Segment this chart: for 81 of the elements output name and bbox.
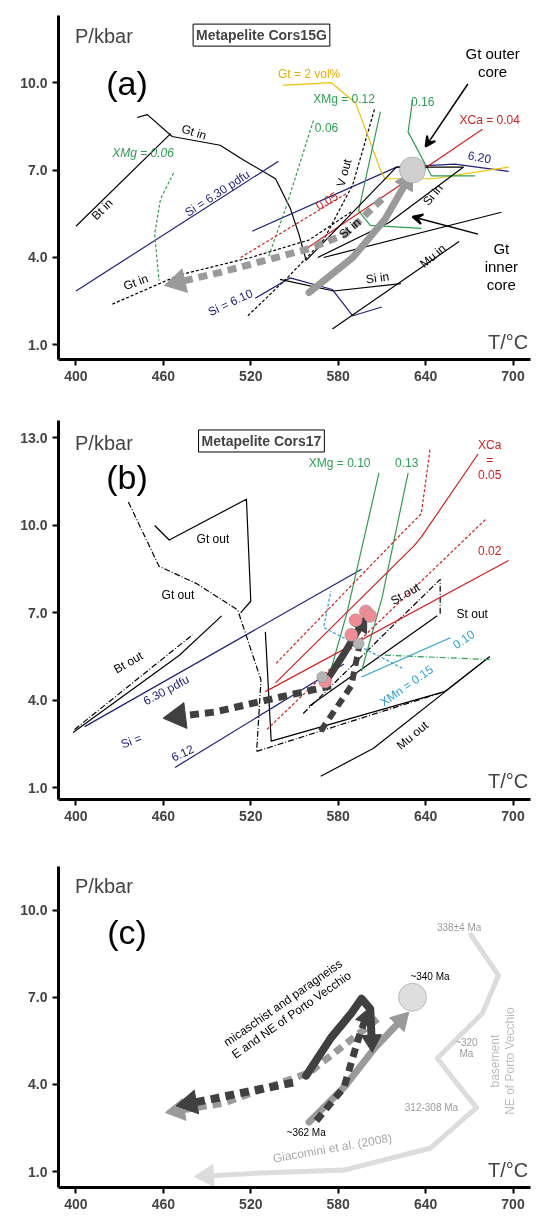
x-tick-label: 520 [239,1195,263,1212]
x-tick-label: 400 [64,1195,88,1212]
y-tick-label: 1.0 [28,779,48,796]
annotation: 338±4 Ma [436,922,482,933]
annotation: Gt out [196,531,230,546]
y-tick-label: 10.0 [20,74,48,91]
x-tick-label: 640 [413,367,438,384]
y-axis-title: P/kbar [75,874,134,897]
x-tick-label: 700 [501,367,525,384]
annotation: 6.20 [466,148,493,167]
annotation: Mu in [417,241,449,271]
annotation: St out [388,579,423,608]
annotation: ~362 Ma [286,1126,327,1138]
x-axis-title: T/°C [487,330,529,353]
annotation: Gt in [121,271,151,294]
text: Metapelite Cors17 [201,432,322,449]
annotation: basement NE of Porto Vecchio [488,1007,518,1115]
annotation: XMg = 0.10 [308,455,371,470]
y-tick-label: 7.0 [28,604,48,621]
x-axis-title: T/°C [487,1159,529,1182]
annotation: (a) [106,63,148,102]
annotation: Gt = 2 vol% [277,66,341,81]
x-tick-label: 460 [151,1195,176,1212]
annotation: (b) [106,458,148,497]
annotation: Si in [365,269,391,287]
annotation: Si in [420,181,446,209]
y-tick-label: 4.0 [28,692,48,709]
y-tick-label: 4.0 [28,249,48,266]
annotation: St out [456,607,489,622]
annotation: 0.10 [450,626,478,652]
y-tick-label: 4.0 [28,1076,48,1093]
annotation: Gt outer core [465,44,520,80]
annotation: XMg = 0.06 [111,145,175,160]
annotation: ~320 Ma [455,1036,479,1060]
annotation: St in [336,215,364,242]
annotation: 0.06 [314,121,339,136]
y-tick-label: 13.0 [20,429,48,446]
x-tick-label: 520 [239,367,263,384]
x-tick-label: 460 [151,367,176,384]
x-tick-label: 640 [413,807,438,824]
annotation: XCa = 0.05 [478,438,502,482]
annotation: Gt out [161,588,195,603]
annotation: Si = 6.10 [205,286,256,320]
x-axis-title: T/°C [487,769,529,792]
x-tick-label: 580 [326,807,351,824]
annotation: Gt in [179,121,209,143]
y-tick-label: 7.0 [28,162,48,179]
y-tick-label: 1.0 [28,1163,48,1180]
y-axis-title: P/kbar [75,25,134,48]
x-tick-label: 400 [64,367,88,384]
annotation: Gt inner core [484,239,519,293]
annotation: (c) [107,912,147,951]
annotation: 0.13 [395,456,419,471]
x-tick-label: 700 [501,1195,525,1212]
annotation: ~340 Ma [410,971,451,983]
x-tick-label: 700 [501,807,525,824]
x-tick-label: 580 [326,1195,351,1212]
annotation: Bt in [88,195,116,223]
annotation: 6.12 [169,741,197,765]
y-axis-title: P/kbar [75,432,134,455]
y-tick-label: 10.0 [20,517,48,534]
annotation: V out [333,156,355,189]
annotation: 0.16 [411,95,435,109]
x-tick-label: 400 [64,807,88,824]
x-tick-label: 580 [326,367,351,384]
x-tick-label: 640 [413,1195,438,1212]
annotation: 312-308 Ma [404,1102,459,1114]
x-tick-label: 460 [151,807,176,824]
y-tick-label: 10.0 [20,902,48,919]
annotation: Mu out [393,717,432,753]
x-tick-label: 520 [239,807,263,824]
annotation: 0.05 [313,188,341,213]
y-tick-label: 1.0 [28,336,48,353]
annotation: Si = 6.30 pdfu [182,167,253,220]
annotation: 0.02 [478,543,502,558]
annotation: XMn = 0.15 [377,662,437,710]
annotation: XMg = 0.12 [313,91,376,106]
annotation: Si = [119,731,144,752]
annotation: XCa = 0.04 [459,113,521,128]
y-tick-label: 7.0 [28,989,48,1006]
text: Metapelite Cors15G [196,27,327,44]
